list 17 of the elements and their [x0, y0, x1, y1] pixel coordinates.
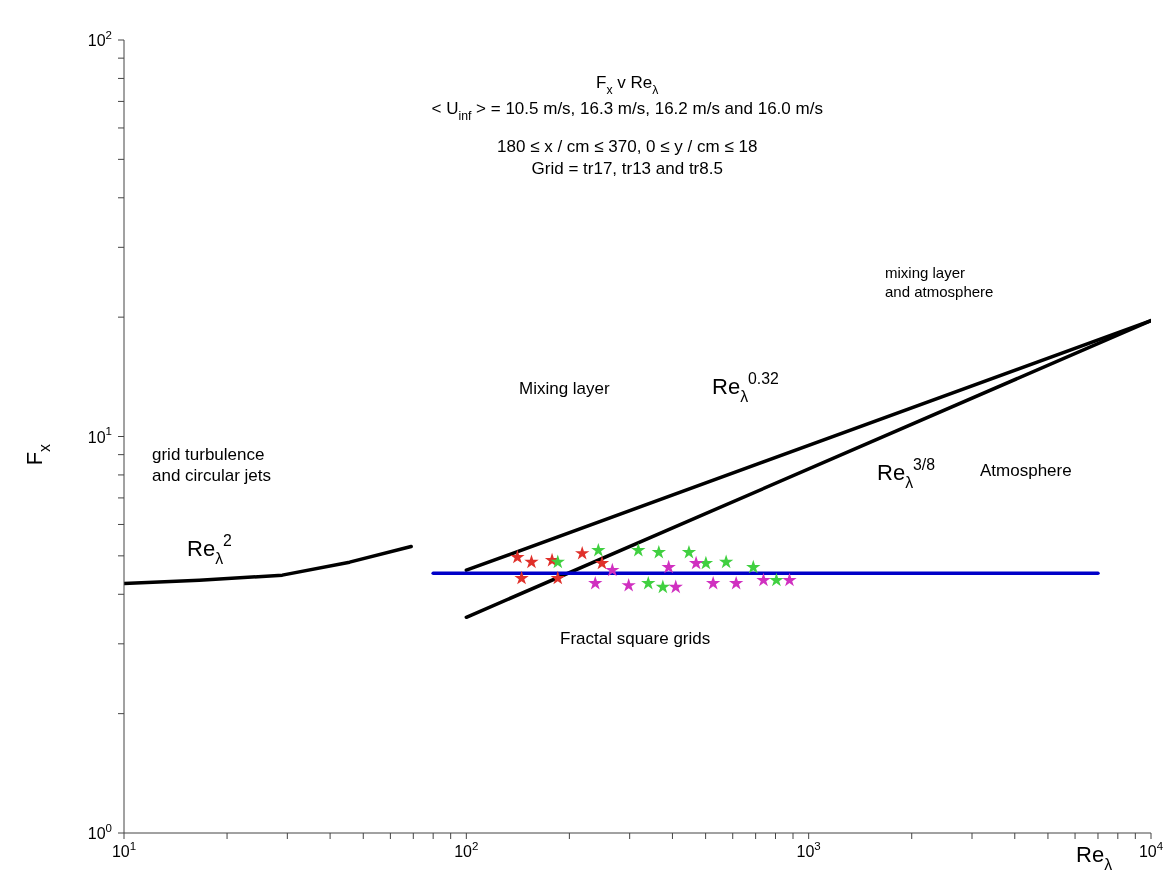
- annotation: Fractal square grids: [560, 629, 711, 648]
- x-tick-label: 10$^{2}$: [454, 839, 479, 860]
- annotation: Atmosphere: [980, 461, 1072, 480]
- annotation: grid turbulence and circular jets: [152, 445, 272, 485]
- y-tick-label: 10$^{0}$: [87, 821, 112, 842]
- text: F$_{x}$ v Re$_{λ}$: [596, 73, 660, 97]
- annotation: 180 ≤ x / cm ≤ 370, 0 ≤ y / cm ≤ 18: [497, 137, 758, 156]
- x-axis-title: Re$_{λ}$: [1076, 842, 1113, 873]
- x-tick-label: 10$^{1}$: [111, 839, 137, 860]
- y-tick-label: 10$^{1}$: [87, 425, 112, 446]
- annotation: mixing layer and atmosphere: [885, 264, 994, 300]
- x-tick-label: 10$^{4}$: [1138, 839, 1164, 860]
- annotation: Mixing layer: [519, 379, 611, 398]
- text: < U$_{inf}$ > = 10.5 m/s, 16.3 m/s, 16.2 m/s and 16.0 m/s: [431, 99, 823, 123]
- y-tick-label: 10$^{2}$: [87, 28, 112, 49]
- annotation: Grid = tr17, tr13 and tr8.5: [531, 159, 723, 178]
- x-tick-label: 10$^{3}$: [796, 839, 821, 860]
